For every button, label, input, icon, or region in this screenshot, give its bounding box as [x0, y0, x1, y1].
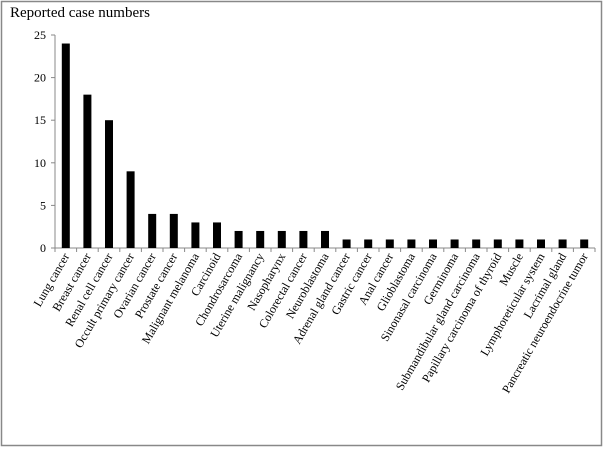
- y-tick-label: 25: [34, 28, 46, 42]
- y-tick-label: 15: [34, 113, 46, 127]
- bar: [537, 239, 545, 248]
- bar: [385, 239, 394, 248]
- bar: [558, 239, 567, 248]
- bar: [515, 239, 524, 248]
- bar: [321, 230, 329, 248]
- bar: [148, 213, 157, 248]
- bar: [234, 230, 243, 248]
- y-tick-label: 20: [34, 71, 46, 85]
- bar: [580, 239, 589, 248]
- bar: [105, 120, 113, 248]
- bar: [299, 230, 308, 248]
- bar: [256, 230, 265, 248]
- bar: [342, 239, 351, 248]
- bar: [169, 213, 178, 248]
- bar: [450, 239, 459, 248]
- y-tick-label: 5: [40, 198, 46, 212]
- bar: [61, 43, 70, 248]
- bar: [472, 239, 481, 248]
- y-tick-label: 0: [40, 241, 46, 255]
- bar: [126, 171, 135, 248]
- bar: [429, 239, 437, 248]
- bar: [213, 222, 221, 248]
- bar: [407, 239, 416, 248]
- chart-title: Reported case numbers: [10, 5, 150, 21]
- y-tick-label: 10: [34, 156, 46, 170]
- bar: [191, 222, 200, 248]
- bar: [277, 230, 286, 248]
- bar: [364, 239, 373, 248]
- bar: [493, 239, 502, 248]
- bar: [83, 94, 92, 248]
